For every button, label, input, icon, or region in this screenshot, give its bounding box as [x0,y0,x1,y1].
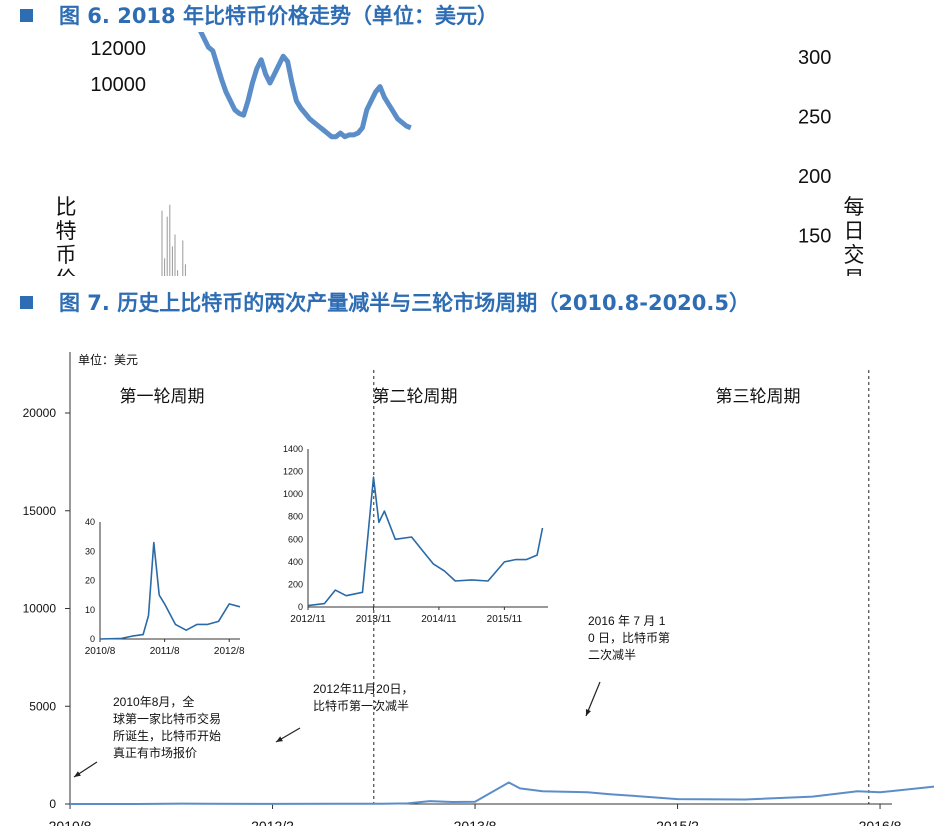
y-left-tick-label: 10000 [90,74,146,96]
y-right-axis-label-char: 日 [844,220,865,243]
y-right-tick-label: 200 [798,166,831,188]
y-right-axis-label-char: 每 [844,196,865,219]
inset-y-tick-label: 0 [298,602,303,612]
figure-7-title-text: 图 7. 历史上比特币的两次产量减半与三轮市场周期（2010.8-2020.5） [59,291,750,315]
inset-x-tick-label: 2012/11 [290,614,326,625]
unit-label: 单位：美元 [78,352,138,367]
y-tick-label: 20000 [23,406,57,420]
y-right-tick-label: 300 [798,47,831,69]
inset-y-tick-label: 400 [288,557,303,567]
x-tick-label: 2010/8 [49,818,92,826]
inset-y-tick-label: 800 [288,512,303,522]
inset-y-tick-label: 20 [85,576,95,586]
bullet-square-icon [20,8,33,22]
annotation-text: 2010年8月，全球第一家比特币交易所诞生，比特币开始真正有市场报价 [113,694,221,760]
figure-7-chart: 单位：美元 0 5000 10000 15000 20000 2010/8 2012/2 201… [0,340,934,826]
inset-x-tick-label: 2010/8 [85,646,116,657]
inset-y-tick-label: 1200 [283,467,303,477]
price-series-line [70,781,934,805]
x-tick-label: 2015/2 [656,818,699,826]
annotation-text: 2012年11月20日，比特币第一次减半 [313,682,414,713]
y-tick-label: 5000 [29,699,56,713]
inset-x-tick-label: 2015/11 [487,614,523,625]
inset-y-tick-label: 0 [90,634,95,644]
y-left-axis-label-char: 价 [56,268,77,276]
cycle-label: 第三轮周期 [716,387,801,406]
inset-y-tick-label: 1000 [283,489,303,499]
x-tick-label: 2012/2 [251,818,294,826]
y-tick-label: 10000 [23,602,57,616]
annotation-arrow-head [74,771,81,777]
x-tick-label: 2013/8 [454,818,497,826]
inset-series-line [307,476,544,607]
y-right-tick-label: 250 [798,107,831,129]
cycle-label: 第一轮周期 [120,387,205,406]
cycle-label: 第二轮周期 [373,387,458,406]
y-right-tick-label: 150 [798,226,831,248]
inset-y-tick-label: 600 [288,534,303,544]
y-left-tick-label: 12000 [90,38,146,60]
inset-x-tick-label: 2013/11 [356,614,392,625]
figure-7-title: 图 7. 历史上比特币的两次产量减半与三轮市场周期（2010.8-2020.5） [20,287,750,317]
inset-x-tick-label: 2012/8 [214,646,245,657]
annotation-arrow-head [585,709,591,716]
annotation-arrow-head [276,736,283,742]
inset-y-tick-label: 200 [288,579,303,589]
figure-6-svg: 1000012000140001600018000200001502002503… [56,32,865,276]
inset-y-tick-label: 30 [85,546,95,556]
x-tick-label: 2016/8 [859,818,902,826]
inset-x-tick-label: 2014/11 [421,614,457,625]
figure-6-title: 图 6. 2018 年比特币价格走势（单位：美元） [20,0,498,30]
bullet-square-icon [20,295,33,309]
figure-6-title-text: 图 6. 2018 年比特币价格走势（单位：美元） [59,4,498,28]
y-left-axis-label-char: 特 [56,220,77,243]
y-left-axis-label-char: 比 [56,196,77,219]
inset-y-tick-label: 40 [85,517,95,527]
y-tick-label: 15000 [23,504,57,518]
y-tick-label: 0 [49,797,56,811]
inset-y-tick-label: 1400 [283,444,303,454]
y-left-axis-label-char: 币 [56,244,77,267]
inset-y-tick-label: 10 [85,605,95,615]
figure-6-chart: 1000012000140001600018000200001502002503… [0,32,934,276]
inset-x-tick-label: 2011/8 [150,646,180,657]
price-series-line [198,32,412,140]
inset-series-line [99,541,241,640]
y-right-axis-label-char: 交 [844,244,865,267]
y-right-axis-label-char: 易 [844,268,865,276]
